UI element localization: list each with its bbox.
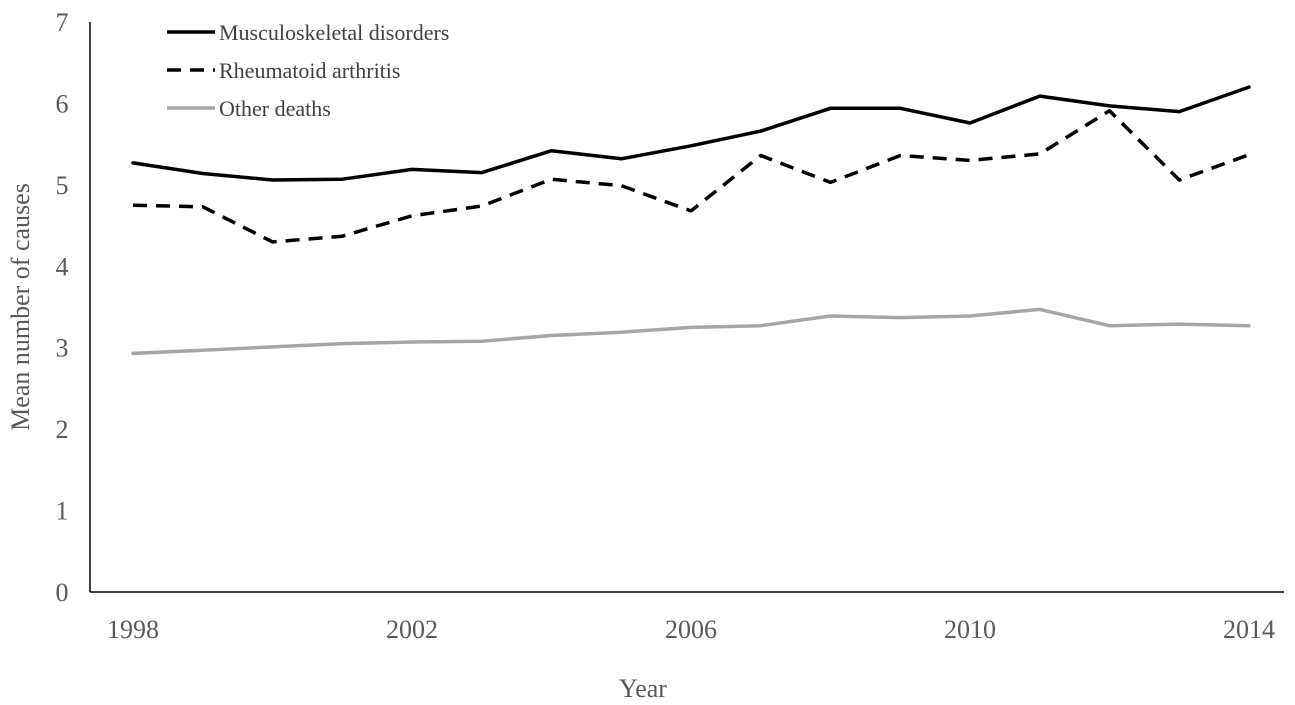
- axes: [89, 22, 1284, 593]
- series-line-3: [131, 307, 1251, 356]
- legend: Musculoskeletal disorders Rheumatoid arth…: [167, 20, 449, 121]
- series-line-1: [131, 85, 1251, 182]
- y-tick-label: 7: [56, 8, 69, 37]
- series-line-2: [132, 109, 1250, 244]
- x-axis-title: Year: [619, 674, 667, 703]
- x-tick-label: 1998: [107, 615, 159, 644]
- series-lines: [131, 85, 1251, 356]
- y-tick-label: 5: [56, 171, 69, 200]
- y-tick-label: 6: [56, 89, 69, 118]
- y-tick-label: 1: [56, 497, 69, 526]
- y-tick-label: 2: [56, 415, 69, 444]
- x-tick-label: 2010: [944, 615, 996, 644]
- x-tick-label: 2002: [386, 615, 438, 644]
- y-axis-title: Mean number of causes: [6, 183, 35, 431]
- y-tick-label: 0: [56, 578, 69, 607]
- x-tick-labels: 1998 2002 2006 2010 2014: [107, 615, 1275, 644]
- y-tick-label: 3: [56, 334, 69, 363]
- legend-label: Other deaths: [219, 96, 331, 121]
- y-tick-labels: 0 1 2 3 4 5 6 7: [56, 8, 69, 607]
- x-tick-label: 2006: [665, 615, 717, 644]
- x-tick-label: 2014: [1223, 615, 1275, 644]
- legend-label: Rheumatoid arthritis: [219, 58, 400, 83]
- legend-label: Musculoskeletal disorders: [219, 20, 449, 45]
- y-tick-label: 4: [56, 252, 69, 281]
